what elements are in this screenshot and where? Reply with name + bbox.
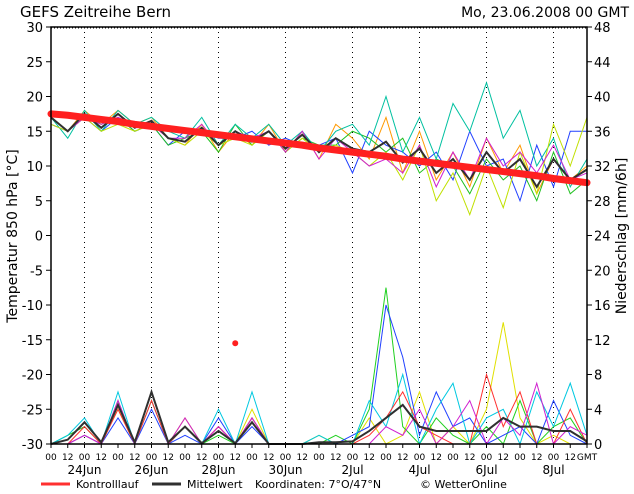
x-hour-label: 12 — [96, 453, 107, 463]
right-axis-label: Niederschlag [mm/6h] — [614, 158, 630, 315]
right-tick-label: 24 — [594, 230, 611, 245]
x-hour-label: 12 — [163, 453, 174, 463]
control-temp-line — [47, 110, 591, 187]
x-hour-label: 00 — [380, 453, 392, 463]
x-hour-label: 00 — [514, 453, 526, 463]
mean-precip-line — [50, 388, 588, 446]
x-hour-label: 12 — [498, 453, 509, 463]
x-hour-label: 00 — [280, 453, 292, 463]
left-tick-label: 5 — [35, 195, 43, 210]
left-tick-label: -10 — [22, 299, 43, 314]
x-hour-label: 12 — [230, 453, 241, 463]
left-tick-label: 0 — [35, 230, 43, 245]
x-hour-label: 12 — [464, 453, 475, 463]
x-date-label: 26Jun — [134, 463, 168, 477]
x-date-label: 4Jul — [408, 463, 430, 477]
left-tick-label: -30 — [22, 438, 43, 453]
x-hour-label: 00 — [213, 453, 225, 463]
x-hour-label: 00 — [146, 453, 158, 463]
credit-label: © WetterOnline — [420, 478, 507, 490]
left-tick-label: 15 — [26, 125, 43, 140]
x-hour-label: 12 — [129, 453, 140, 463]
x-hour-label: 00 — [548, 453, 560, 463]
x-hour-label: 12 — [196, 453, 207, 463]
left-tick-label: -5 — [30, 264, 43, 279]
precip-member-line-1 — [51, 322, 587, 446]
run-date: Mo, 23.06.2008 00 GMT — [461, 5, 629, 21]
x-hour-label: 00 — [112, 453, 124, 463]
x-hour-label: 00 — [481, 453, 493, 463]
right-tick-label: 4 — [594, 403, 602, 418]
right-tick-label: 0 — [594, 438, 602, 453]
right-tick-label: 32 — [594, 160, 611, 175]
right-tick-label: 12 — [594, 334, 611, 349]
left-tick-label: -25 — [22, 403, 43, 418]
right-tick-label: 48 — [594, 21, 611, 36]
x-hour-label: 12 — [431, 453, 442, 463]
x-hour-label: 12 — [330, 453, 341, 463]
coordinates-label: Koordinaten: 7°O/47°N — [255, 478, 381, 490]
x-hour-label: 12 — [297, 453, 308, 463]
x-hour-label: 12 — [397, 453, 408, 463]
x-date-label: 24Jun — [67, 463, 101, 477]
x-hour-label: 12 — [531, 453, 542, 463]
right-tick-label: 20 — [594, 264, 611, 279]
x-hour-label: 00 — [45, 453, 57, 463]
legend-mean-label: Mittelwert — [187, 478, 243, 490]
legend: Kontrolllauf Mittelwert Koordinaten: 7°O… — [41, 478, 507, 491]
plot-frame — [50, 26, 588, 445]
x-hour-label: 00 — [313, 453, 325, 463]
control-precip-point — [232, 340, 239, 347]
x-date-label: 28Jun — [201, 463, 235, 477]
x-date-label: 6Jul — [475, 463, 497, 477]
chart-title: GEFS Zeitreihe Bern — [20, 3, 171, 21]
left-tick-label: 20 — [26, 91, 43, 106]
x-hour-label: 00 — [414, 453, 426, 463]
right-tick-label: 36 — [594, 125, 611, 140]
x-hour-label: 00 — [79, 453, 91, 463]
right-tick-label: 40 — [594, 91, 611, 106]
x-hour-label: 12 — [263, 453, 274, 463]
right-tick-label: 28 — [594, 195, 611, 210]
right-tick-label: 8 — [594, 369, 602, 384]
legend-control-label: Kontrolllauf — [76, 478, 140, 490]
left-tick-label: 10 — [26, 160, 43, 175]
x-date-label: 30Jun — [268, 463, 302, 477]
x-hour-label: GMT — [577, 453, 598, 463]
right-tick-label: 16 — [594, 299, 611, 314]
x-hour-label: 00 — [246, 453, 258, 463]
right-tick-label: 44 — [594, 56, 611, 71]
x-hour-label: 12 — [62, 453, 73, 463]
x-date-label: 2Jul — [341, 463, 363, 477]
left-tick-label: -15 — [22, 334, 43, 349]
left-tick-label: 25 — [26, 56, 43, 71]
x-hour-label: 12 — [565, 453, 576, 463]
x-hour-label: 00 — [347, 453, 359, 463]
x-date-label: 8Jul — [542, 463, 564, 477]
left-axis-label: Temperatur 850 hPa [°C] — [5, 149, 21, 323]
left-tick-label: 30 — [26, 21, 43, 36]
x-hour-label: 00 — [179, 453, 191, 463]
left-tick-label: -20 — [22, 369, 43, 384]
x-hour-label: 00 — [447, 453, 459, 463]
x-hour-label: 12 — [364, 453, 375, 463]
precip-member-line-3 — [51, 304, 588, 446]
